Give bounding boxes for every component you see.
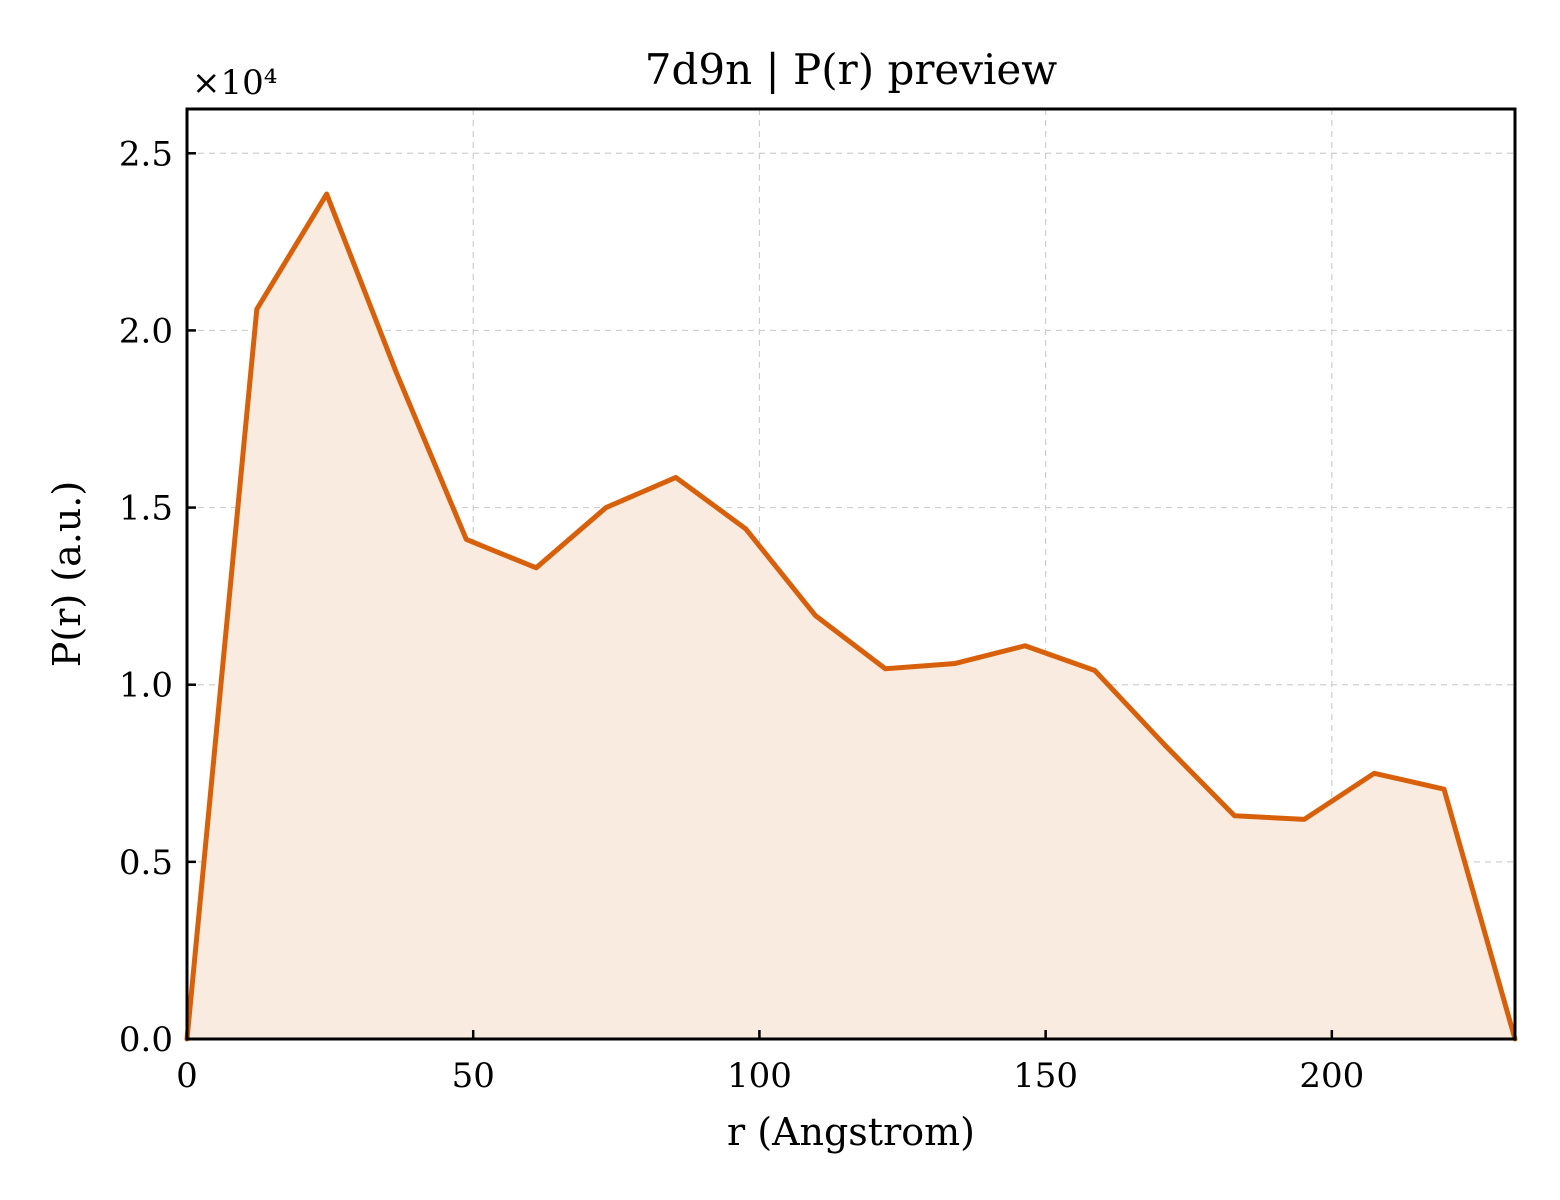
ticks: 0 50 100 150 200 0.0 0.5 1.0 1.5 2.0 2.5 [119,134,1364,1096]
x-tick-label: 50 [452,1056,495,1096]
y-tick-label: 1.0 [119,666,173,706]
y-multiplier-label: ×10⁴ [192,63,277,103]
area-fill [187,194,1515,1039]
y-tick-label: 1.5 [119,489,173,529]
x-tick-label: 200 [1299,1056,1364,1096]
y-tick-label: 0.5 [119,843,173,883]
x-tick-label: 100 [727,1056,792,1096]
series-line [184,191,1518,1042]
axes-frame [185,107,1517,1041]
plot-area [184,191,1518,1042]
x-axis-label: r (Angstrom) [727,1110,975,1154]
x-tick-label: 150 [1013,1056,1078,1096]
y-tick-label: 2.5 [119,134,173,174]
y-tick-label: 2.0 [119,311,173,351]
y-axis-label: P(r) (a.u.) [45,481,89,667]
y-tick-label: 0.0 [119,1020,173,1060]
chart-title: 7d9n | P(r) preview [645,45,1058,94]
x-tick-label: 0 [176,1056,198,1096]
